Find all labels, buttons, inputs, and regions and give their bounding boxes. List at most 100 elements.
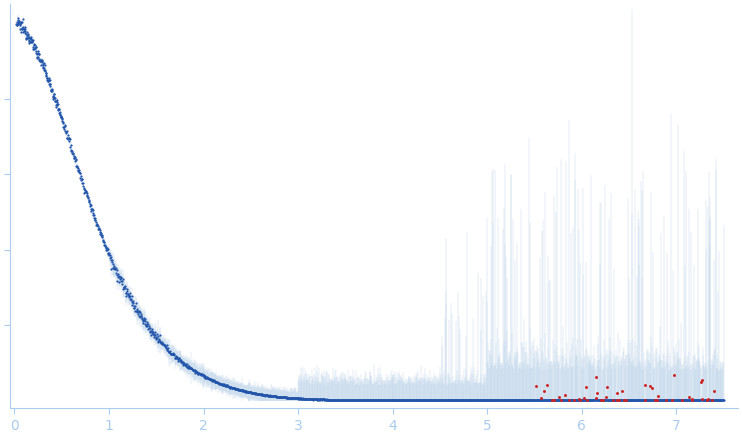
Point <box>546 397 558 404</box>
Point <box>130 307 142 314</box>
Point <box>525 397 536 404</box>
Point <box>657 397 669 404</box>
Point <box>147 329 159 336</box>
Point <box>267 392 279 399</box>
Point <box>532 397 544 404</box>
Point <box>684 397 696 404</box>
Point <box>333 396 345 403</box>
Point <box>237 387 249 394</box>
Point <box>234 386 246 393</box>
Point <box>459 397 470 404</box>
Point <box>315 396 327 403</box>
Point <box>406 397 418 404</box>
Point <box>555 397 567 404</box>
Point <box>504 397 516 404</box>
Point <box>614 397 626 404</box>
Point <box>334 397 346 404</box>
Point <box>401 397 413 404</box>
Point <box>332 396 344 403</box>
Point <box>291 395 303 402</box>
Point <box>102 245 114 252</box>
Point <box>261 392 273 399</box>
Point <box>612 397 624 404</box>
Point <box>660 397 672 404</box>
Point <box>563 397 575 404</box>
Point <box>361 397 373 404</box>
Point <box>124 289 136 296</box>
Point <box>550 397 562 404</box>
Point <box>454 397 466 404</box>
Point <box>523 397 535 404</box>
Point <box>412 397 424 404</box>
Point <box>348 397 360 404</box>
Point <box>455 397 467 404</box>
Point <box>310 396 322 403</box>
Point <box>226 384 237 391</box>
Point <box>677 397 689 404</box>
Point <box>226 384 238 391</box>
Point <box>289 395 301 402</box>
Point <box>258 392 270 399</box>
Point <box>548 397 559 404</box>
Point <box>430 397 442 404</box>
Point <box>490 397 502 404</box>
Point <box>117 284 129 291</box>
Point <box>640 397 652 404</box>
Point <box>712 397 724 404</box>
Point <box>60 129 72 136</box>
Point <box>589 397 601 404</box>
Point <box>59 127 71 134</box>
Point <box>199 373 211 380</box>
Point <box>651 397 663 404</box>
Point <box>207 376 219 383</box>
Point <box>22 39 34 46</box>
Point <box>535 395 547 402</box>
Point <box>362 397 374 404</box>
Point <box>450 397 462 404</box>
Point <box>283 394 295 401</box>
Point <box>116 274 128 281</box>
Point <box>108 264 119 271</box>
Point <box>696 397 708 404</box>
Point <box>331 396 343 403</box>
Point <box>691 397 703 404</box>
Point <box>607 397 619 404</box>
Point <box>538 388 550 395</box>
Point <box>16 24 27 31</box>
Point <box>398 397 410 404</box>
Point <box>610 397 622 404</box>
Point <box>517 397 529 404</box>
Point <box>260 392 272 399</box>
Point <box>582 397 594 404</box>
Point <box>427 397 439 404</box>
Point <box>715 397 726 404</box>
Point <box>19 27 31 34</box>
Point <box>220 382 232 389</box>
Point <box>404 397 416 404</box>
Point <box>33 50 45 57</box>
Point <box>509 397 521 404</box>
Point <box>622 397 634 404</box>
Point <box>421 397 433 404</box>
Point <box>305 395 317 402</box>
Point <box>341 397 353 404</box>
Point <box>392 397 404 404</box>
Point <box>86 205 98 212</box>
Point <box>428 397 440 404</box>
Point <box>211 379 223 386</box>
Point <box>394 397 406 404</box>
Point <box>62 135 73 142</box>
Point <box>430 397 441 404</box>
Point <box>407 397 418 404</box>
Point <box>451 397 463 404</box>
Point <box>353 397 365 404</box>
Point <box>200 373 212 380</box>
Point <box>50 97 62 104</box>
Point <box>292 395 303 402</box>
Point <box>248 389 260 396</box>
Point <box>321 396 333 403</box>
Point <box>34 58 46 65</box>
Point <box>78 184 90 191</box>
Point <box>515 397 527 404</box>
Point <box>499 397 510 404</box>
